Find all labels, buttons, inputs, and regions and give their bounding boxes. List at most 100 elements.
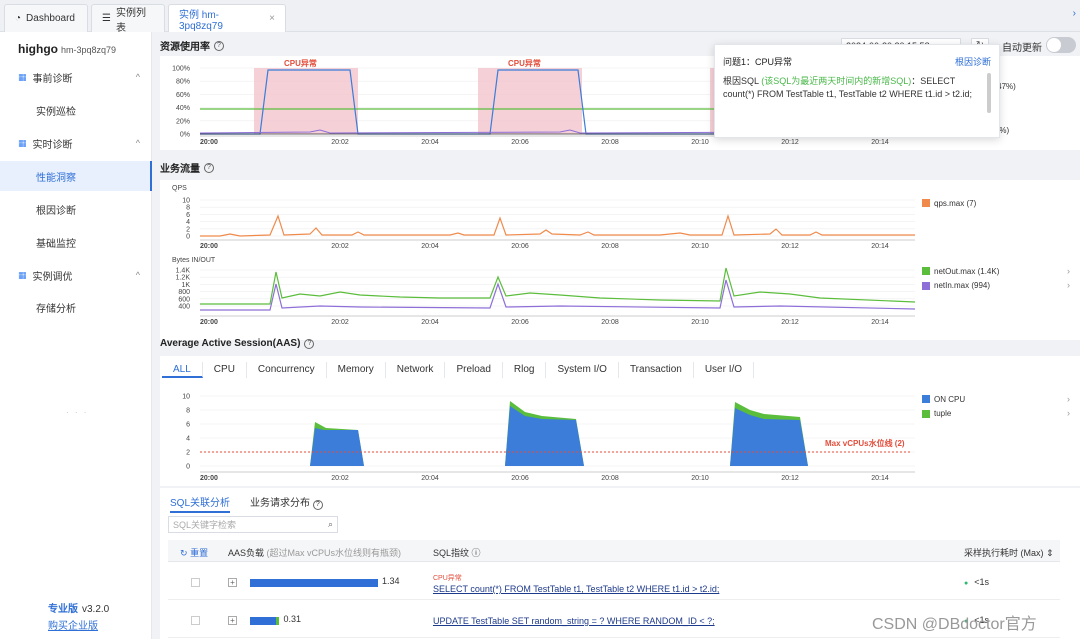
aas-tab-all[interactable]: ALL <box>162 362 203 378</box>
aas-tab-rlog[interactable]: Rlog <box>503 362 547 378</box>
issue-tag: CPU异常 <box>433 575 462 582</box>
aas-column-header: AAS负载 (超过Max vCPUs水位线则有瓶颈) <box>228 548 402 558</box>
chevron-right-icon[interactable]: › <box>1067 266 1070 276</box>
x-tick-label: 20:02 <box>331 243 349 250</box>
aas-tab-userio[interactable]: User I/O <box>694 362 755 378</box>
tab-dashboard[interactable]: ◔ Dashboard <box>4 4 88 32</box>
chevron-right-icon[interactable]: › <box>1067 394 1070 404</box>
bytes-legend: netOut.max (1.4K) netIn.max (994) <box>922 264 999 293</box>
aas-tab-transaction[interactable]: Transaction <box>619 362 694 378</box>
tab-instance[interactable]: 实例 hm-3pq8zq79 × <box>168 4 286 32</box>
qps-legend: qps.max (7) <box>922 196 976 211</box>
aas-tab-systemio[interactable]: System I/O <box>546 362 619 378</box>
y-tick-label: 1.4K <box>176 268 191 275</box>
expand-icon[interactable]: + <box>228 616 237 625</box>
sidebar-item-root-cause[interactable]: 根因诊断 <box>36 205 76 217</box>
legend-item[interactable]: ON CPU <box>922 392 965 407</box>
traffic-panel: QPS 10 8 6 4 2 0 20:00 20:02 20:04 20:06 20:08 20:… <box>160 180 1080 340</box>
table-row[interactable]: +0.31 UPDATE TestTable SET random_string … <box>168 602 1060 638</box>
aas-tab-memory[interactable]: Memory <box>327 362 386 378</box>
aas-bar-oncpu <box>250 617 276 625</box>
traffic-title: 业务流量? <box>160 160 214 175</box>
sidebar-group-pre-diagnosis[interactable]: ▦ 事前诊断 ^ <box>18 71 140 85</box>
help-icon[interactable]: ? <box>204 162 214 173</box>
aas-tab-cpu[interactable]: CPU <box>203 362 247 378</box>
y-tick-label: 0 <box>186 234 190 241</box>
row-checkbox[interactable] <box>191 578 200 587</box>
aas-tab-concurrency[interactable]: Concurrency <box>247 362 327 378</box>
table-row[interactable]: +1.34 CPU异常 SELECT count(*) FROM TestTable… <box>168 564 1060 600</box>
tab-request-distribution[interactable]: 业务请求分布 ? <box>250 494 323 513</box>
y-tick-label: 80% <box>176 79 190 86</box>
y-tick-label: 600 <box>178 296 190 303</box>
sql-fingerprint-link[interactable]: UPDATE TestTable SET random_string = ? W… <box>433 616 715 626</box>
aas-bar-oncpu <box>250 579 378 587</box>
list-icon: ☰ <box>102 13 111 24</box>
aas-legend: ON CPU tuple <box>922 392 965 421</box>
legend-item[interactable]: netIn.max (994) <box>922 279 999 294</box>
legend-item[interactable]: qps.max (7) <box>922 196 976 211</box>
sidebar-item-inspection[interactable]: 实例巡检 <box>36 106 76 118</box>
legend-item[interactable]: netOut.max (1.4K) <box>922 264 999 279</box>
y-tick-label: 2 <box>186 226 190 233</box>
reset-icon: ↻ <box>180 548 188 558</box>
buy-enterprise-link[interactable]: 购买企业版 <box>48 621 98 632</box>
chevron-right-icon[interactable]: › <box>1072 8 1076 19</box>
aas-chart-area: 10 8 6 4 2 0 Max vCPUs水位线 (2) 20:00 20:02 20:04… <box>160 384 1080 486</box>
sidebar-group-realtime[interactable]: ▦ 实时诊断 ^ <box>18 137 140 151</box>
y-tick-label: 0% <box>180 132 190 139</box>
aas-chart: 10 8 6 4 2 0 Max vCPUs水位线 (2) 20:00 20:02 20:04… <box>182 394 915 482</box>
help-icon[interactable]: ? <box>312 500 323 510</box>
legend-swatch <box>922 281 930 290</box>
y-tick-label: 1.2K <box>176 275 191 282</box>
aas-tab-network[interactable]: Network <box>386 362 446 378</box>
chevron-right-icon[interactable]: › <box>1067 408 1070 418</box>
anomaly-region <box>478 68 582 134</box>
y-tick-label: 60% <box>176 92 190 99</box>
x-tick-label: 20:10 <box>691 139 709 146</box>
oncpu-area <box>505 406 584 466</box>
root-cause-link[interactable]: 根因诊断 <box>954 57 991 67</box>
row-checkbox[interactable] <box>191 616 200 625</box>
legend-swatch <box>922 267 930 276</box>
sidebar-item-performance[interactable]: 性能洞察 <box>0 161 152 191</box>
x-tick-label: 20:10 <box>691 243 709 250</box>
expand-icon[interactable]: + <box>228 578 237 587</box>
legend-item[interactable]: tuple <box>922 407 965 422</box>
net-in-line <box>200 279 916 311</box>
x-tick-label: 20:08 <box>601 243 619 250</box>
chevron-right-icon[interactable]: › <box>1067 280 1070 290</box>
dashboard-icon: ◔ <box>15 13 22 24</box>
tab-sql-analysis[interactable]: SQL关联分析 <box>170 494 231 513</box>
sql-search-input[interactable]: SQL关键字检索 ⌕ <box>168 516 338 533</box>
sidebar-item-storage[interactable]: 存储分析 <box>36 303 76 315</box>
aas-tab-bar: ALL CPU Concurrency Memory Network Preload Rlo… <box>162 362 755 378</box>
reset-button[interactable]: ↻ 重置 <box>180 548 209 558</box>
y-tick-label: 100% <box>172 66 190 73</box>
close-icon[interactable]: × <box>269 13 275 24</box>
help-icon: ⓘ <box>471 548 481 558</box>
time-column-header[interactable]: 采样执行耗时 (Max) ⇕ <box>964 548 1054 558</box>
x-tick-label: 20:14 <box>871 475 889 482</box>
x-tick-label: 20:14 <box>871 319 889 326</box>
aas-tab-preload[interactable]: Preload <box>445 362 503 378</box>
sidebar-item-monitoring[interactable]: 基础监控 <box>36 238 76 250</box>
popup-scrollbar[interactable] <box>987 73 991 113</box>
bytes-x-axis: 20:00 20:02 20:04 20:06 20:08 20:10 20:12 20:14 <box>200 315 915 326</box>
grid-icon: ▦ <box>18 269 27 280</box>
anomaly-labels: CPU异常 CPU异常 <box>284 58 541 68</box>
auto-refresh-toggle[interactable] <box>1046 37 1076 53</box>
tab-instance-list[interactable]: ☰ 实例列表 <box>91 4 165 34</box>
x-tick-label: 20:08 <box>601 475 619 482</box>
help-icon[interactable]: ? <box>214 40 224 51</box>
sidebar-group-tuning[interactable]: ▦ 实例调优 ^ <box>18 269 140 283</box>
aas-value: 0.31 <box>283 614 301 624</box>
help-icon[interactable]: ? <box>304 338 315 349</box>
resource-title: 资源使用率? <box>160 38 224 53</box>
sql-fingerprint-link[interactable]: SELECT count(*) FROM TestTable t1, TestT… <box>433 584 720 594</box>
x-tick-label: 20:08 <box>601 319 619 326</box>
sql-column-header: SQL指纹 ⓘ <box>433 548 481 558</box>
